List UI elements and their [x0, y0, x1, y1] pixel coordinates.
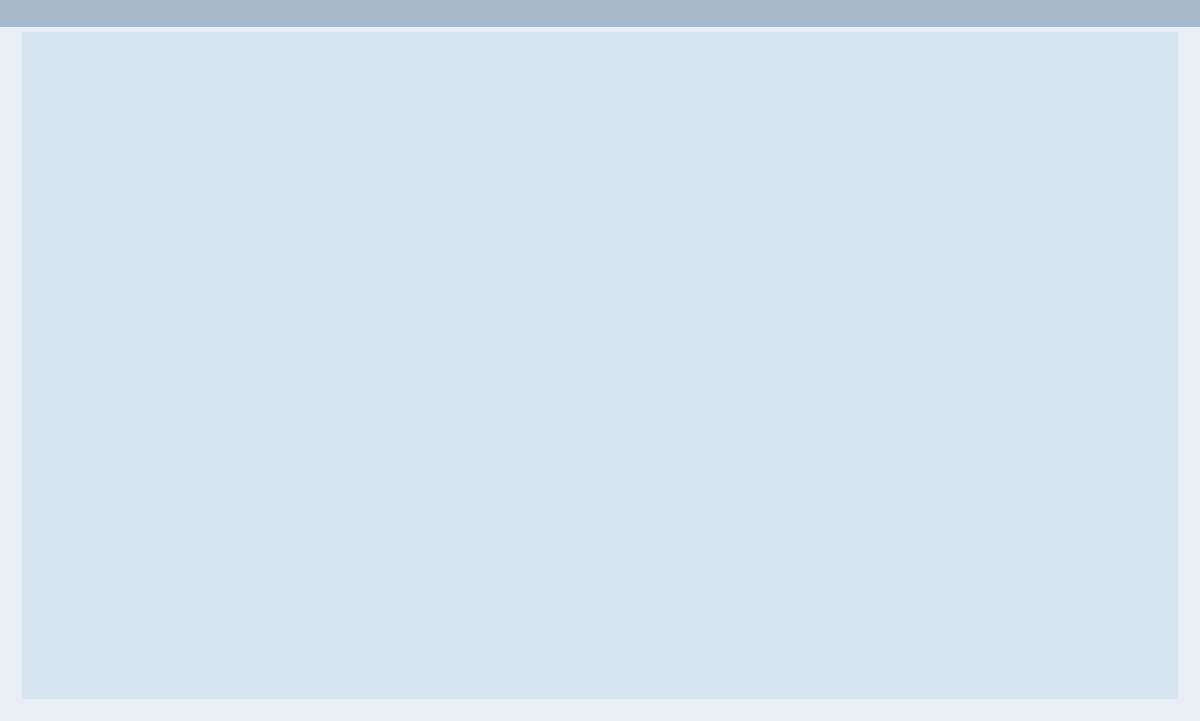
Text: X: X	[92, 285, 104, 303]
Text: rankings.: rankings.	[38, 534, 121, 552]
Text: d.: d.	[38, 568, 55, 586]
Text: Standard Deviation: Standard Deviation	[337, 205, 534, 223]
Text: 0.15: 0.15	[188, 365, 228, 383]
Text: c.: c.	[38, 508, 54, 526]
Text: 1.0: 1.0	[289, 285, 317, 303]
Text: Using the additional information provided in the table, answer the following que: Using the additional information provide…	[38, 402, 821, 420]
Bar	[38, 194, 523, 394]
Text: 0.05: 0.05	[415, 285, 455, 303]
Text: W: W	[89, 245, 107, 263]
Text: portfolio’s risk-adjusted return and compare them against the market’s risk-adju: portfolio’s risk-adjusted return and com…	[38, 162, 871, 180]
Text: 0.22: 0.22	[188, 325, 228, 343]
Text: Compute the Treynor measure for each portfolio and the market portfolio.: Compute the Treynor measure for each por…	[80, 472, 746, 490]
Text: annual rate of return on an aggregate market portfolio was 12%, and the average : annual rate of return on an aggregate ma…	[38, 84, 1012, 102]
Text: 1.3: 1.3	[289, 245, 317, 263]
Text: b.: b.	[38, 472, 55, 490]
Text: Z: Z	[92, 365, 104, 383]
Text: 0.04: 0.04	[415, 245, 455, 263]
Text: Rank the portfolios using Sharpe and Treynor measures and explain the cause for : Rank the portfolios using Sharpe and Tre…	[80, 508, 1098, 526]
Text: Y: Y	[92, 325, 103, 343]
Text: Return: Return	[174, 205, 242, 223]
Text: 0.17: 0.17	[188, 245, 228, 263]
Text: portfolio over the past 4 years was 5%. In order to compare the portfolios’ perf: portfolio over the past 4 years was 5%. …	[38, 136, 1094, 154]
Text: Beta: Beta	[280, 205, 326, 223]
Text: Compute the Sharpe measure for each portfolio and the market portfolio.: Compute the Sharpe measure for each port…	[80, 437, 744, 455]
Text: 0.9: 0.9	[289, 365, 317, 383]
Text: government T-bills was 5%. You also learned that the standard deviation of an an: government T-bills was 5%. You also lear…	[38, 110, 1073, 128]
Text: a.: a.	[38, 437, 55, 455]
Text: 1.6: 1.6	[289, 325, 317, 343]
Text: 0.05: 0.05	[415, 365, 455, 383]
Text: 0.10: 0.10	[415, 325, 455, 343]
Text: 0.11: 0.11	[188, 285, 228, 303]
Text: Q5. You are assigned a task to compare portfolios W, X, Y and Z. During the most: Q5. You are assigned a task to compare p…	[38, 58, 1084, 76]
Text: Compute the Jensen’s alpha for Portfolio Y.: Compute the Jensen’s alpha for Portfolio…	[80, 568, 463, 586]
Text: Portfolio: Portfolio	[54, 205, 142, 223]
